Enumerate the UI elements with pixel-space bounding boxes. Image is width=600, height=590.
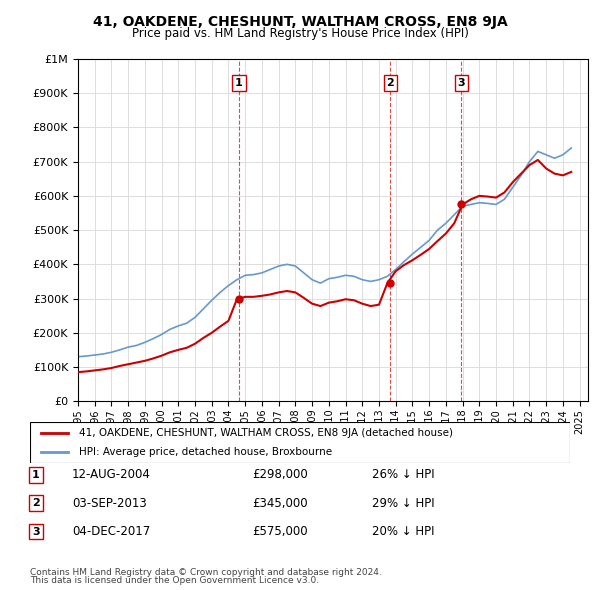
Text: 26% ↓ HPI: 26% ↓ HPI: [372, 468, 434, 481]
Text: £298,000: £298,000: [252, 468, 308, 481]
Text: 2: 2: [32, 499, 40, 508]
Text: 41, OAKDENE, CHESHUNT, WALTHAM CROSS, EN8 9JA (detached house): 41, OAKDENE, CHESHUNT, WALTHAM CROSS, EN…: [79, 428, 452, 438]
Text: 29% ↓ HPI: 29% ↓ HPI: [372, 497, 434, 510]
Text: 1: 1: [32, 470, 40, 480]
Text: Price paid vs. HM Land Registry's House Price Index (HPI): Price paid vs. HM Land Registry's House …: [131, 27, 469, 40]
Text: 20% ↓ HPI: 20% ↓ HPI: [372, 525, 434, 538]
Text: HPI: Average price, detached house, Broxbourne: HPI: Average price, detached house, Brox…: [79, 447, 332, 457]
Text: 41, OAKDENE, CHESHUNT, WALTHAM CROSS, EN8 9JA: 41, OAKDENE, CHESHUNT, WALTHAM CROSS, EN…: [92, 15, 508, 29]
Text: Contains HM Land Registry data © Crown copyright and database right 2024.: Contains HM Land Registry data © Crown c…: [30, 568, 382, 577]
Text: 03-SEP-2013: 03-SEP-2013: [72, 497, 147, 510]
Text: £575,000: £575,000: [252, 525, 308, 538]
Text: 2: 2: [386, 78, 394, 88]
Text: 1: 1: [235, 78, 243, 88]
Text: 04-DEC-2017: 04-DEC-2017: [72, 525, 150, 538]
Text: £345,000: £345,000: [252, 497, 308, 510]
Text: 12-AUG-2004: 12-AUG-2004: [72, 468, 151, 481]
Text: This data is licensed under the Open Government Licence v3.0.: This data is licensed under the Open Gov…: [30, 576, 319, 585]
FancyBboxPatch shape: [30, 422, 570, 463]
Text: 3: 3: [32, 527, 40, 536]
Text: 3: 3: [457, 78, 465, 88]
